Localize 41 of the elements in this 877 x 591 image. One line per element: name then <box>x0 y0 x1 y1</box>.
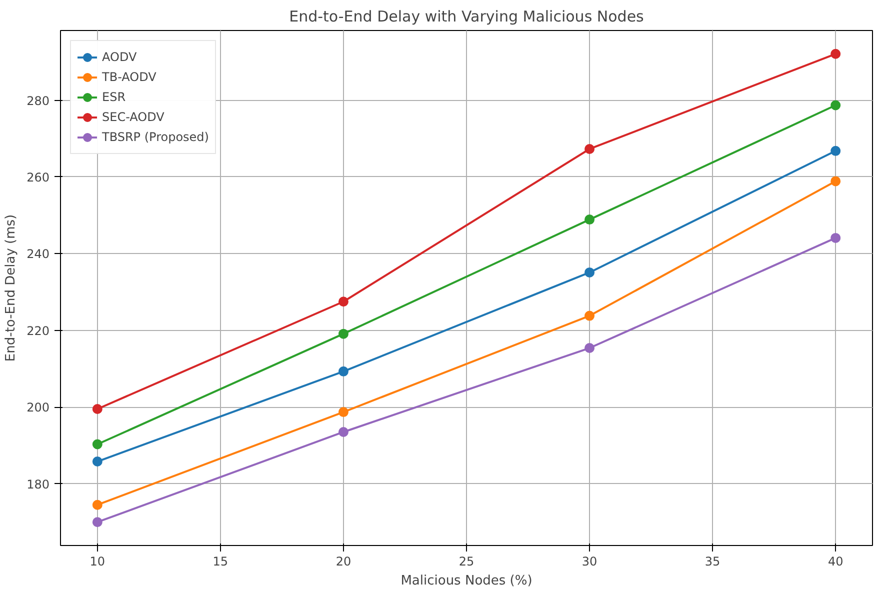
point <box>830 176 841 186</box>
legend-label: TB-AODV <box>102 70 156 84</box>
point <box>830 232 841 243</box>
legend-label: TBSRP (Proposed) <box>102 130 209 144</box>
x-tick-label: 20 <box>336 554 352 568</box>
y-tick-label: 280 <box>26 94 50 108</box>
x-tick-label: 15 <box>212 554 228 568</box>
legend-label: AODV <box>102 50 137 64</box>
y-axis-title: End-to-End Delay (ms) <box>4 214 19 362</box>
point <box>584 310 595 321</box>
point <box>338 328 348 339</box>
point <box>584 343 595 354</box>
x-tick-label: 35 <box>704 554 720 568</box>
legend-label: SEC-AODV <box>102 110 164 124</box>
y-tick-label: 180 <box>26 477 50 492</box>
point <box>92 456 102 467</box>
point <box>92 439 102 450</box>
point <box>584 214 595 225</box>
point <box>338 366 348 376</box>
chart-title: End-to-End Delay with Varying Malicious Nodes <box>289 8 644 26</box>
y-tick-label: 220 <box>26 324 50 338</box>
point <box>338 427 348 437</box>
point <box>830 146 841 156</box>
y-tick-label: 200 <box>26 400 50 415</box>
point <box>338 407 348 418</box>
point <box>830 48 841 59</box>
point <box>92 517 102 528</box>
point <box>92 500 102 510</box>
x-tick-label: 25 <box>458 554 474 568</box>
point <box>584 144 595 154</box>
point <box>830 100 841 110</box>
x-tick-label: 40 <box>828 554 844 568</box>
point <box>584 267 595 278</box>
x-tick-label: 10 <box>90 554 106 568</box>
point <box>92 404 102 414</box>
legend-label: ESR <box>102 90 126 104</box>
y-tick-label: 240 <box>26 247 50 262</box>
point <box>338 296 348 307</box>
x-tick-label: 30 <box>582 554 598 568</box>
y-tick-label: 260 <box>26 170 50 184</box>
x-axis-title: Malicious Nodes (%) <box>400 574 532 588</box>
